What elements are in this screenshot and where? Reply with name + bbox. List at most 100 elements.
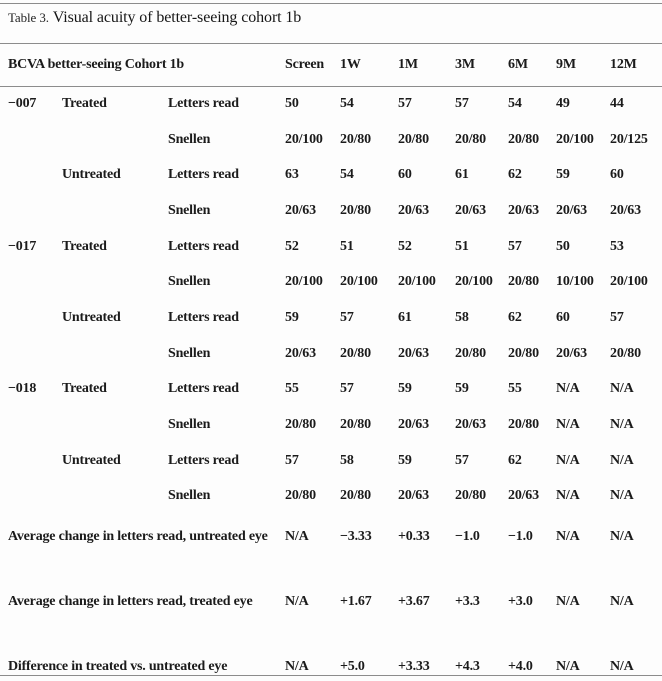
value-cell: 20/100 [340, 274, 378, 290]
value-cell: +1.67 [340, 594, 372, 610]
value-cell: 51 [455, 238, 469, 254]
table-row: Snellen 20/80 20/80 20/63 20/63 20/80 N/… [0, 407, 662, 443]
value-cell: N/A [556, 452, 580, 468]
measure-label: Snellen [168, 488, 211, 504]
value-cell: 20/80 [508, 417, 539, 433]
value-cell: 20/63 [556, 345, 587, 361]
value-cell: N/A [285, 529, 309, 545]
summary-label: Average change in letters read, untreate… [8, 529, 268, 545]
value-cell: 51 [340, 238, 354, 254]
value-cell: 63 [285, 167, 299, 183]
eye-label [54, 336, 160, 372]
table-row: Untreated Letters read 57 58 59 57 62 N/… [0, 443, 662, 479]
value-cell: 10/100 [556, 274, 594, 290]
measure-label: Letters read [168, 95, 239, 111]
measure-label: Letters read [168, 167, 239, 183]
value-cell: 20/80 [340, 417, 371, 433]
value-cell: −1.0 [508, 529, 533, 545]
value-cell: 20/100 [556, 131, 594, 147]
value-cell: 20/80 [508, 345, 539, 361]
eye-label: Treated [62, 381, 107, 397]
subject-id [0, 479, 54, 515]
value-cell: +5.0 [340, 659, 365, 675]
rule-under-caption [0, 43, 662, 44]
value-cell: 20/80 [285, 488, 316, 504]
header-col-1w: 1W [340, 56, 361, 72]
header-col-6m: 6M [508, 56, 528, 72]
value-cell: N/A [610, 381, 634, 397]
header-col-1m: 1M [398, 56, 418, 72]
subject-id: −018 [8, 381, 37, 397]
value-cell: 60 [398, 167, 412, 183]
rule-top [0, 3, 662, 4]
table-row: Snellen 20/63 20/80 20/63 20/80 20/80 20… [0, 336, 662, 372]
value-cell: −3.33 [340, 529, 372, 545]
measure-label: Letters read [168, 452, 239, 468]
value-cell: 59 [398, 381, 412, 397]
table-title: Visual acuity of better-seeing cohort 1b [52, 9, 302, 26]
measure-label: Letters read [168, 309, 239, 325]
summary-row: Average change in letters read, untreate… [0, 514, 662, 579]
acuity-table: BCVA better-seeing Cohort 1b Screen 1W 1… [0, 43, 662, 681]
subject-id [0, 300, 54, 336]
value-cell: 54 [340, 95, 354, 111]
value-cell: N/A [556, 529, 580, 545]
value-cell: 20/63 [455, 417, 486, 433]
header-col-screen: Screen [285, 56, 324, 72]
value-cell: 57 [455, 452, 469, 468]
value-cell: N/A [610, 452, 634, 468]
value-cell: +4.3 [455, 659, 480, 675]
value-cell: N/A [610, 594, 634, 610]
value-cell: 50 [556, 238, 570, 254]
value-cell: 20/63 [455, 202, 486, 218]
summary-label: Average change in letters read, treated … [8, 594, 253, 610]
subject-id [0, 264, 54, 300]
subject-id [0, 157, 54, 193]
value-cell: 57 [455, 95, 469, 111]
subject-id: −017 [8, 238, 37, 254]
value-cell: 20/80 [610, 345, 641, 361]
header-col-9m: 9M [556, 56, 576, 72]
header-col-3m: 3M [455, 56, 475, 72]
value-cell: 60 [556, 309, 570, 325]
subject-id [0, 122, 54, 158]
value-cell: 20/63 [398, 202, 429, 218]
measure-label: Snellen [168, 202, 211, 218]
value-cell: 20/80 [340, 488, 371, 504]
value-cell: 20/63 [508, 202, 539, 218]
subject-id [0, 443, 54, 479]
value-cell: 20/100 [455, 274, 493, 290]
value-cell: 20/80 [285, 417, 316, 433]
value-cell: +3.0 [508, 594, 533, 610]
eye-label [54, 193, 160, 229]
value-cell: 52 [398, 238, 412, 254]
value-cell: N/A [610, 529, 634, 545]
value-cell: 20/80 [455, 345, 486, 361]
value-cell: N/A [556, 594, 580, 610]
value-cell: +4.0 [508, 659, 533, 675]
eye-label: Treated [62, 238, 107, 254]
measure-label: Letters read [168, 381, 239, 397]
eye-label [54, 407, 160, 443]
value-cell: 59 [398, 452, 412, 468]
value-cell: 61 [455, 167, 469, 183]
value-cell: N/A [556, 381, 580, 397]
table-row: −017 Treated Letters read 52 51 52 51 57… [0, 229, 662, 265]
subject-id [0, 407, 54, 443]
value-cell: 20/63 [398, 345, 429, 361]
value-cell: 60 [610, 167, 624, 183]
eye-label: Treated [62, 95, 107, 111]
table-caption: Table 3. Visual acuity of better-seeing … [8, 9, 301, 27]
value-cell: N/A [610, 417, 634, 433]
header-row: BCVA better-seeing Cohort 1b Screen 1W 1… [0, 43, 662, 86]
value-cell: N/A [285, 594, 309, 610]
value-cell: 20/80 [455, 488, 486, 504]
value-cell: 20/80 [508, 131, 539, 147]
value-cell: 58 [340, 452, 354, 468]
eye-label: Untreated [62, 452, 121, 468]
value-cell: N/A [556, 417, 580, 433]
value-cell: 20/80 [398, 131, 429, 147]
value-cell: 20/63 [398, 488, 429, 504]
table-row: −007 Treated Letters read 50 54 57 57 54… [0, 86, 662, 122]
table-number-label: Table 3. [8, 10, 49, 25]
